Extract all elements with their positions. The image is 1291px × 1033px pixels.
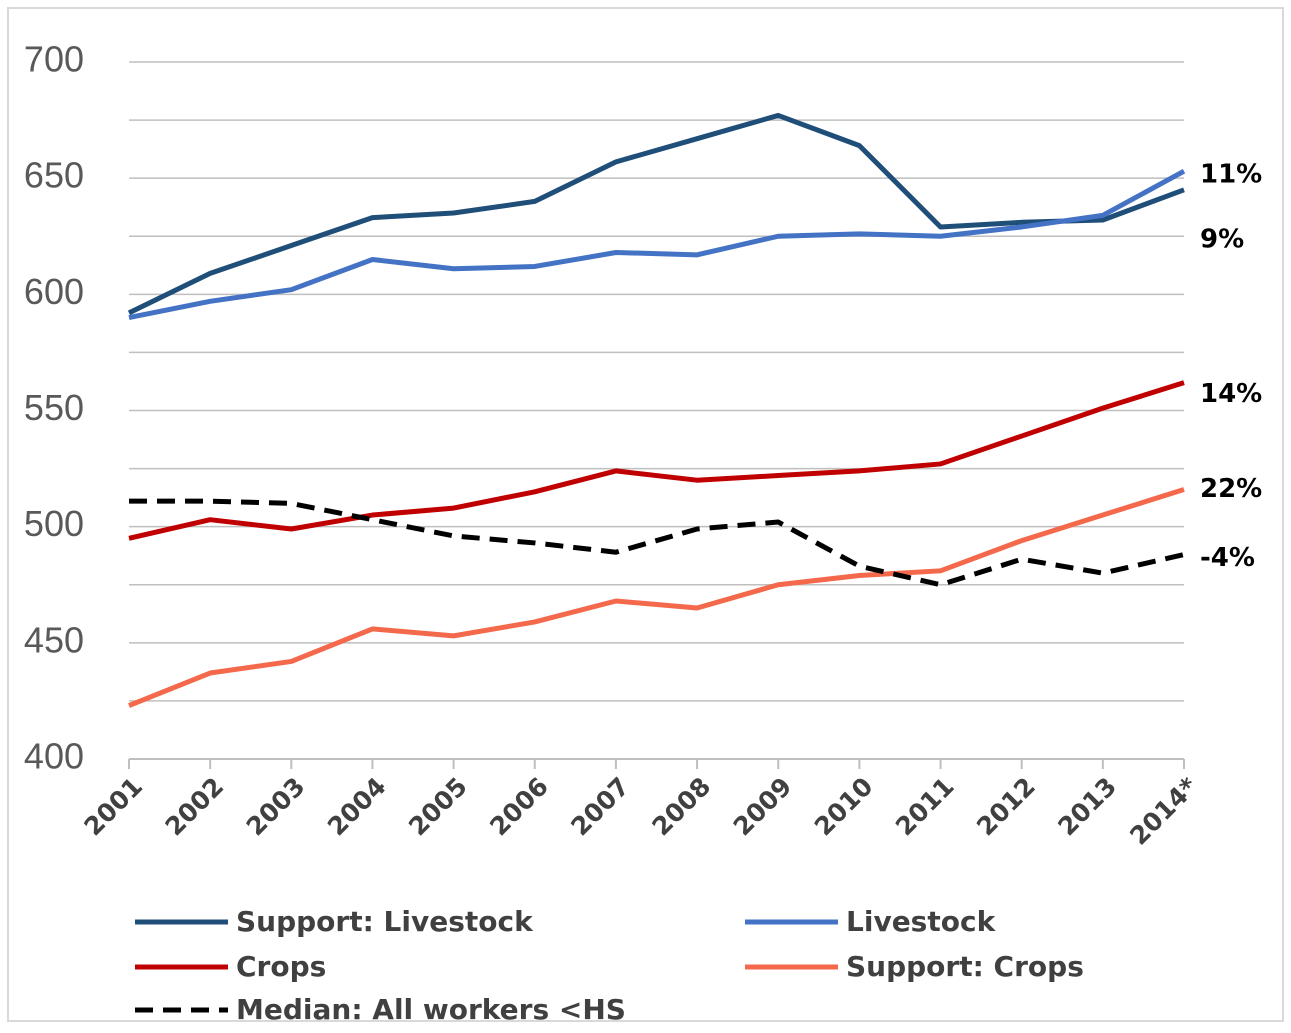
y-tick-label: 600	[24, 271, 84, 312]
y-tick-label: 450	[24, 619, 84, 660]
end-label: 11%	[1200, 160, 1262, 190]
y-tick-label: 550	[24, 387, 84, 428]
end-label: 22%	[1200, 474, 1262, 504]
end-label: 14%	[1200, 379, 1262, 409]
end-label: 9%	[1200, 224, 1244, 254]
legend-label: Livestock	[846, 905, 997, 938]
legend-label: Median: All workers <HS	[236, 993, 626, 1026]
legend-label: Support: Livestock	[236, 905, 534, 938]
series-line	[128, 169, 1186, 321]
y-tick-label: 650	[24, 155, 84, 196]
series-line	[127, 112, 1185, 316]
end-label: -4%	[1200, 543, 1255, 573]
legend-label: Crops	[236, 950, 326, 983]
legend-label: Support: Crops	[846, 950, 1084, 983]
series-line	[128, 380, 1185, 541]
series-line	[128, 487, 1185, 708]
y-tick-label: 700	[24, 39, 84, 80]
series-line	[129, 498, 1185, 588]
y-tick-label: 400	[24, 736, 84, 777]
y-tick-label: 500	[24, 503, 84, 544]
chart-border	[7, 7, 1284, 1022]
